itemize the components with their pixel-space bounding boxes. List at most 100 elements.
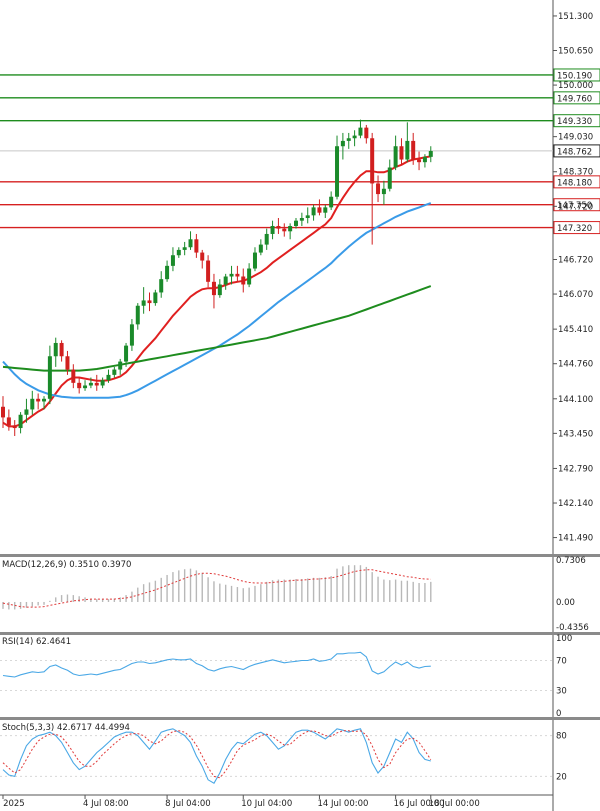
- candle[interactable]: [65, 350, 70, 375]
- price-tick-label: 146.720: [558, 255, 593, 265]
- candle[interactable]: [188, 231, 193, 250]
- candle[interactable]: [53, 337, 58, 367]
- candle[interactable]: [387, 159, 392, 192]
- candle[interactable]: [6, 409, 11, 431]
- candle[interactable]: [411, 132, 416, 165]
- candle[interactable]: [417, 151, 422, 171]
- candle[interactable]: [399, 138, 404, 165]
- candle-body: [6, 417, 11, 426]
- candle[interactable]: [317, 199, 322, 216]
- candle[interactable]: [370, 132, 375, 245]
- candle[interactable]: [59, 340, 64, 362]
- rsi-pane[interactable]: 100 70 30 0 RSI(14) 62.4641: [0, 634, 572, 719]
- candle[interactable]: [358, 119, 363, 139]
- candle[interactable]: [247, 263, 252, 288]
- candle[interactable]: [94, 374, 99, 391]
- stoch-tick-label: 20: [556, 772, 567, 782]
- candle-body: [305, 215, 310, 219]
- candle[interactable]: [352, 130, 357, 147]
- support-label: 147.320: [557, 224, 592, 234]
- candle[interactable]: [393, 135, 398, 171]
- resistance-label: 150.190: [557, 71, 592, 81]
- candle[interactable]: [159, 271, 164, 298]
- candle[interactable]: [340, 132, 345, 160]
- candles[interactable]: [1, 119, 433, 437]
- candle[interactable]: [71, 364, 76, 389]
- candle[interactable]: [217, 279, 222, 298]
- candle[interactable]: [305, 207, 310, 224]
- candle[interactable]: [200, 249, 205, 269]
- macd-pane[interactable]: 0.7306 0.00 -0.4356 MACD(12,26,9) 0.3510 0.…: [2, 556, 589, 633]
- candle[interactable]: [118, 358, 123, 375]
- candle[interactable]: [270, 220, 275, 240]
- candle[interactable]: [30, 390, 35, 415]
- price-tick-label: 149.030: [558, 133, 593, 143]
- candle[interactable]: [323, 204, 328, 219]
- candle[interactable]: [241, 268, 246, 293]
- candle-body: [417, 159, 422, 163]
- candle[interactable]: [405, 122, 410, 163]
- candle[interactable]: [106, 369, 111, 383]
- candle[interactable]: [18, 412, 23, 434]
- candle[interactable]: [170, 247, 175, 272]
- candle[interactable]: [124, 342, 129, 367]
- candle-body: [24, 409, 29, 415]
- candle[interactable]: [12, 420, 17, 437]
- candle[interactable]: [329, 191, 334, 211]
- candle-body: [59, 342, 64, 357]
- candle[interactable]: [129, 319, 134, 351]
- candle[interactable]: [264, 228, 269, 250]
- candle[interactable]: [141, 287, 146, 314]
- candle[interactable]: [428, 146, 433, 163]
- candle[interactable]: [77, 377, 82, 394]
- candle[interactable]: [299, 212, 304, 226]
- candle-body: [411, 140, 416, 160]
- candle[interactable]: [147, 292, 152, 312]
- candle[interactable]: [135, 303, 140, 330]
- candle[interactable]: [42, 396, 47, 410]
- candle-body: [42, 398, 47, 402]
- candle[interactable]: [176, 247, 181, 258]
- candle[interactable]: [47, 345, 52, 405]
- candle[interactable]: [381, 180, 386, 205]
- candle[interactable]: [229, 265, 234, 285]
- candle[interactable]: [100, 377, 105, 389]
- candle[interactable]: [153, 289, 158, 306]
- candle-body: [124, 345, 129, 362]
- candle[interactable]: [182, 241, 187, 256]
- candle-body: [340, 140, 345, 147]
- candle[interactable]: [165, 260, 170, 282]
- level-lines: 150.190 149.760 149.330 148.180 147.750 147.3…: [0, 68, 600, 235]
- candle-body: [258, 244, 263, 253]
- candle[interactable]: [276, 218, 281, 234]
- candle[interactable]: [311, 204, 316, 221]
- candle[interactable]: [223, 273, 228, 290]
- candle[interactable]: [1, 396, 5, 429]
- candle[interactable]: [88, 377, 93, 389]
- candle[interactable]: [194, 233, 199, 258]
- candle[interactable]: [422, 154, 427, 168]
- candle-body: [288, 225, 293, 232]
- candle[interactable]: [206, 255, 211, 288]
- stoch-pane[interactable]: 80 20 Stoch(5,3,3) 42.6717 44.4994: [0, 723, 567, 784]
- candle[interactable]: [235, 265, 240, 282]
- candle[interactable]: [294, 218, 298, 229]
- candle[interactable]: [112, 366, 117, 378]
- candle[interactable]: [364, 124, 369, 144]
- price-tick-label: 141.490: [558, 534, 593, 544]
- candle[interactable]: [288, 223, 293, 240]
- candle[interactable]: [252, 247, 257, 272]
- candle[interactable]: [211, 273, 216, 309]
- current-price-label: 148.762: [557, 147, 592, 157]
- candle[interactable]: [282, 223, 287, 237]
- candle[interactable]: [258, 239, 263, 256]
- candle-body: [346, 138, 351, 141]
- candle[interactable]: [83, 380, 88, 391]
- candle-body: [118, 361, 123, 370]
- candle[interactable]: [346, 132, 351, 149]
- candle[interactable]: [36, 393, 41, 410]
- candle[interactable]: [335, 135, 340, 200]
- candle[interactable]: [24, 398, 29, 423]
- candle[interactable]: [376, 175, 381, 203]
